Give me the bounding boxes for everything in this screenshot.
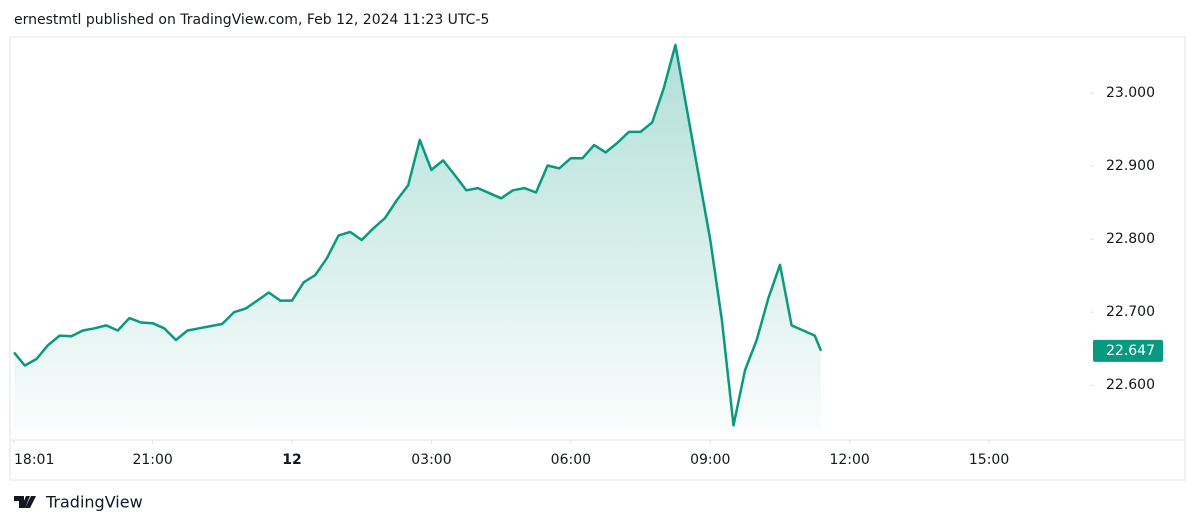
area-fill (14, 45, 821, 430)
x-tick-label: 12:00 (829, 452, 869, 468)
price-line (13, 43, 823, 427)
x-tick-label: 12 (282, 452, 301, 468)
y-tick-label: 22.800 (1106, 231, 1155, 247)
x-tick-label: 21:00 (132, 452, 172, 468)
x-tick-label: 03:00 (411, 452, 451, 468)
chart-frame (9, 36, 1186, 481)
y-tick-label: 22.900 (1106, 158, 1155, 174)
y-tick-label: 23.000 (1106, 85, 1155, 101)
y-tick-label: 22.600 (1106, 377, 1155, 393)
last-price-label: 22.647 (1106, 343, 1155, 359)
logo: TradingView (14, 493, 143, 512)
y-tick-label: 22.700 (1106, 304, 1155, 320)
last-price-badge (1093, 339, 1163, 362)
x-tick-label: 06:00 (551, 452, 591, 468)
x-tick-label: 15:00 (969, 452, 1009, 468)
logo-mark (14, 496, 36, 508)
brand: TradingView (45, 493, 143, 512)
x-tick-label: 09:00 (690, 452, 730, 468)
chart-title: ernestmtl published on TradingView.com, … (14, 12, 489, 28)
x-tick-label: 18:01 (14, 452, 54, 468)
